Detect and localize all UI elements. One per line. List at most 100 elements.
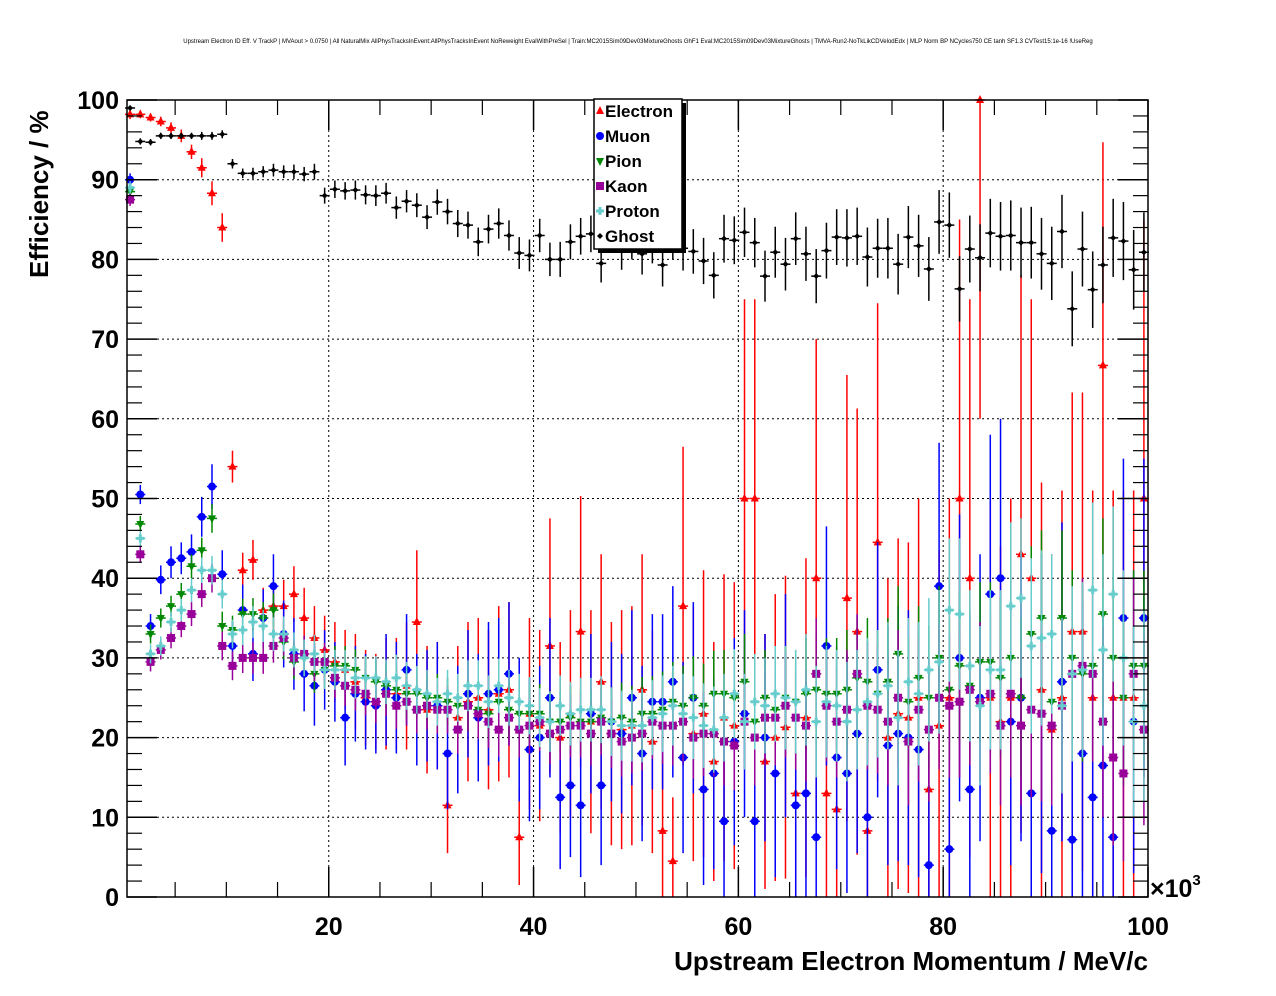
legend-label-proton: Proton	[605, 202, 660, 221]
proton-point	[924, 665, 933, 674]
muon-point	[720, 817, 729, 826]
proton-point	[1037, 633, 1046, 642]
proton-point	[996, 665, 1005, 674]
muon-point	[597, 781, 606, 790]
muon-point	[945, 845, 954, 854]
kaon-point	[474, 709, 483, 718]
proton-point	[976, 701, 985, 710]
proton-point	[207, 566, 216, 575]
proton-point	[771, 689, 780, 698]
proton-point	[965, 661, 974, 670]
proton-point	[1027, 641, 1036, 650]
ghost-point	[905, 234, 912, 241]
ghost-point	[424, 214, 431, 221]
proton-point	[955, 610, 964, 619]
ghost-point	[434, 199, 441, 206]
muon-point	[341, 713, 350, 722]
ghost-point	[710, 272, 717, 279]
legend-label-muon: Muon	[605, 127, 650, 146]
muon-point	[801, 789, 810, 798]
kaon-point	[371, 697, 380, 706]
electron-point	[300, 613, 309, 622]
muon-point	[863, 813, 872, 822]
ghost-point	[1130, 266, 1137, 273]
electron-point	[965, 573, 974, 582]
proton-point	[484, 697, 493, 706]
ghost-point	[127, 104, 134, 111]
ghost-point	[792, 235, 799, 242]
muon-point	[771, 769, 780, 778]
ghost-point	[751, 239, 758, 246]
ghost-point	[813, 273, 820, 280]
y-tick-label: 40	[91, 565, 119, 593]
ghost-point	[895, 261, 902, 268]
electron-point	[873, 537, 882, 546]
muon-point	[996, 574, 1005, 583]
ghost-point	[936, 218, 943, 225]
ghost-point	[577, 233, 584, 240]
proton-point	[894, 713, 903, 722]
ghost-point	[854, 233, 861, 240]
ghost-point	[731, 237, 738, 244]
y-tick-label: 90	[91, 167, 119, 195]
ghost-point	[1048, 260, 1055, 267]
pion-point	[156, 615, 165, 624]
proton-point	[423, 689, 432, 698]
ghost-point	[465, 222, 472, 229]
electron-point	[1098, 360, 1107, 369]
proton-point	[310, 649, 319, 658]
muon-point	[218, 570, 227, 579]
kaon-point	[197, 590, 206, 599]
x-tick-label: 40	[520, 913, 548, 941]
proton-point	[443, 689, 452, 698]
series-ghost	[125, 104, 1149, 347]
muon-point	[812, 833, 821, 842]
electron-point	[218, 222, 227, 231]
ghost-point	[700, 257, 707, 264]
electron-point	[668, 856, 677, 865]
ghost-point	[321, 192, 328, 199]
kaon-point	[218, 641, 227, 650]
x-tick-label: 100	[1127, 913, 1169, 941]
ghost-point	[802, 250, 809, 257]
ghost-point	[690, 248, 697, 255]
legend-marker-muon	[596, 132, 604, 140]
ghost-point	[833, 234, 840, 241]
ghost-point	[137, 138, 144, 145]
legend-marker-proton	[596, 207, 604, 215]
y-tick-label: 20	[91, 725, 119, 753]
proton-point	[904, 677, 913, 686]
proton-point	[156, 641, 165, 650]
proton-point	[535, 713, 544, 722]
muon-point	[167, 558, 176, 567]
y-tick-label: 100	[77, 87, 119, 115]
legend: Electron Muon Pion Kaon Proton Ghost	[593, 98, 686, 253]
kaon-point	[177, 622, 186, 631]
proton-point	[576, 705, 585, 714]
kaon-point	[1119, 769, 1128, 778]
proton-point	[1109, 590, 1118, 599]
ghost-point	[1028, 239, 1035, 246]
proton-point	[1017, 594, 1026, 603]
proton-point	[658, 709, 667, 718]
y-axis-title: Efficiency / %	[24, 110, 54, 278]
ghost-point	[598, 260, 605, 267]
electron-point	[842, 593, 851, 602]
proton-point	[812, 717, 821, 726]
ghost-point	[782, 261, 789, 268]
ghost-point	[352, 187, 359, 194]
ghost-point	[290, 168, 297, 175]
legend-label-kaon: Kaon	[605, 177, 648, 196]
proton-point	[167, 618, 176, 627]
electron-point	[740, 493, 749, 502]
x-axis-title: Upstream Electron Momentum / MeV/c	[674, 946, 1148, 976]
series-muon	[125, 173, 1149, 897]
muon-point	[156, 575, 165, 584]
proton-point	[351, 673, 360, 682]
legend-label-ghost: Ghost	[605, 227, 654, 246]
ghost-point	[925, 265, 932, 272]
proton-point	[566, 709, 575, 718]
proton-point	[412, 685, 421, 694]
ghost-point	[485, 226, 492, 233]
ghost-point	[505, 232, 512, 239]
